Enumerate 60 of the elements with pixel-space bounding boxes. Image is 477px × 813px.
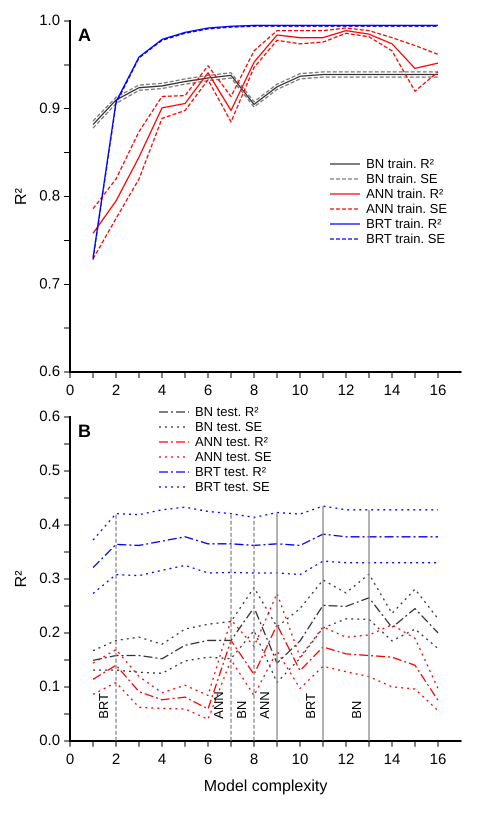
x-tick-label: 16 <box>430 750 446 768</box>
legend-label: BN test. R² <box>195 404 259 419</box>
ref-line-label: BN <box>349 700 364 719</box>
line-series <box>92 505 439 541</box>
x-tick-label: 14 <box>384 382 400 400</box>
ref-line-label: ANN <box>211 691 226 719</box>
x-tick-label: 12 <box>338 750 354 768</box>
line-series <box>92 533 439 568</box>
y-tick-label: 0.7 <box>39 275 60 292</box>
x-tick-label: 0 <box>66 750 74 768</box>
x-tick-label: 6 <box>204 750 212 768</box>
legend-label: ANN test. R² <box>195 434 268 449</box>
ref-line-label: ANN <box>257 691 272 719</box>
x-tick-label: 2 <box>112 750 120 768</box>
x-tick-label: 2 <box>112 382 120 400</box>
legend-label: BRT train. SE <box>366 231 446 246</box>
legend-label: BN test. SE <box>195 419 262 434</box>
y-tick-label: 0.5 <box>39 462 60 480</box>
ref-line-label: BN <box>234 700 250 719</box>
y-tick-label: 0.9 <box>39 100 60 117</box>
y-axis-title: R² <box>13 187 30 205</box>
y-tick-label: 0.4 <box>39 516 60 534</box>
legend-label: ANN train. SE <box>366 201 447 216</box>
line-series <box>92 573 439 652</box>
y-tick-label: 1.0 <box>39 12 60 30</box>
x-axis-title: Model complexity <box>204 778 328 795</box>
x-tick-label: 10 <box>292 382 308 400</box>
line-series <box>92 560 439 594</box>
y-tick-label: 0.1 <box>39 678 60 695</box>
y-tick-label: 0.0 <box>39 732 60 749</box>
x-tick-label: 4 <box>158 382 166 400</box>
legend-label: BRT train. R² <box>366 216 442 231</box>
x-tick-label: 6 <box>204 382 212 400</box>
legend-label: ANN train. R² <box>366 186 444 201</box>
y-axis-title: R² <box>13 570 30 588</box>
line-series <box>92 618 439 684</box>
x-tick-label: 0 <box>66 382 74 400</box>
x-tick-label: 8 <box>250 750 258 768</box>
x-tick-label: 16 <box>430 382 446 400</box>
x-tick-label: 14 <box>384 750 400 768</box>
x-tick-label: 4 <box>158 750 166 768</box>
legend-label: BRT test. R² <box>195 464 266 479</box>
annotation: B <box>78 420 92 441</box>
ref-line-label: BRT <box>96 692 112 719</box>
line-series <box>92 650 439 720</box>
y-tick-label: 0.6 <box>39 408 60 426</box>
annotation: A <box>78 24 92 45</box>
x-tick-label: 8 <box>250 382 258 400</box>
y-tick-label: 0.3 <box>39 570 60 588</box>
legend-label: BN train. SE <box>366 171 438 186</box>
ref-line-label: BRT <box>303 692 318 719</box>
legend-label: BRT test. SE <box>195 479 270 494</box>
legend-label: ANN test. SE <box>195 449 272 464</box>
y-tick-label: 0.8 <box>39 188 60 205</box>
y-tick-label: 0.6 <box>39 363 60 380</box>
line-series <box>92 597 439 664</box>
x-tick-label: 12 <box>338 382 354 400</box>
legend-label: BN train. R² <box>366 156 434 171</box>
y-tick-label: 0.2 <box>39 624 60 642</box>
x-tick-label: 10 <box>292 750 308 768</box>
